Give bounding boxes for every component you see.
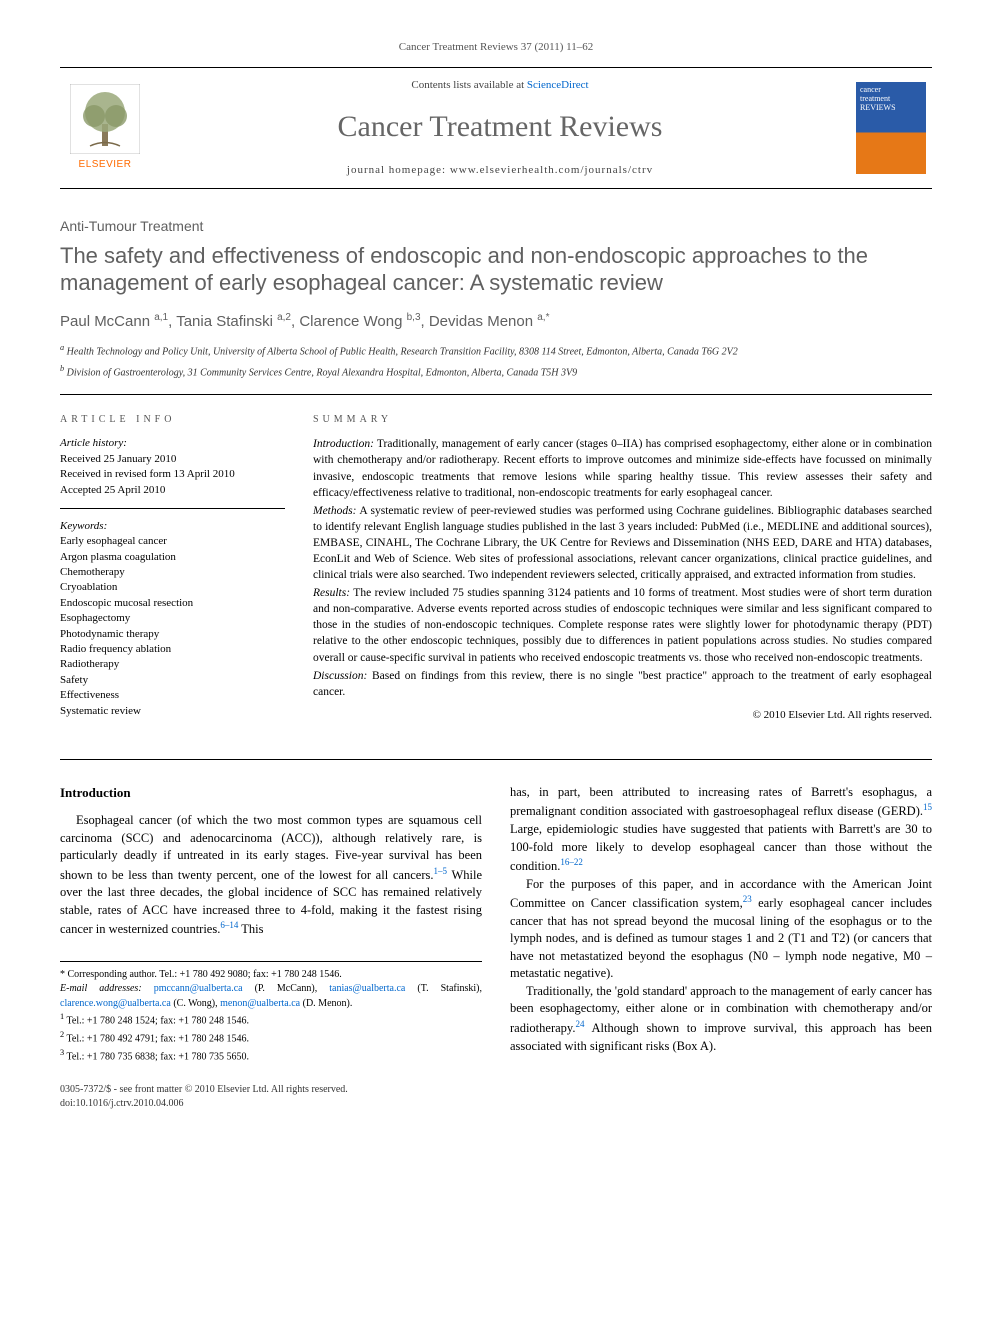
article-history-block: Article history: Received 25 January 201… [60,436,285,509]
homepage-url[interactable]: www.elsevierhealth.com/journals/ctrv [450,164,653,176]
homepage-prefix: journal homepage: [347,164,450,176]
contents-available-line: Contents lists available at ScienceDirec… [158,78,842,93]
article-info-heading: ARTICLE INFO [60,413,285,427]
summary-paragraph: Methods: A systematic review of peer-rev… [313,503,932,583]
journal-cover-thumbnail: cancer treatment REVIEWS [850,68,932,188]
keywords-label: Keywords: [60,519,285,534]
sciencedirect-link[interactable]: ScienceDirect [527,79,589,91]
divider [60,394,932,395]
body-paragraph: Traditionally, the 'gold standard' appro… [510,983,932,1055]
article-type: Anti-Tumour Treatment [60,217,932,236]
summary-paragraph: Introduction: Traditionally, management … [313,436,932,500]
publisher-name: ELSEVIER [79,158,132,172]
corresponding-author-note: * Corresponding author. Tel.: +1 780 492… [60,968,482,983]
affiliation-a: a Health Technology and Policy Unit, Uni… [60,342,932,359]
keyword: Safety [60,673,285,688]
journal-title: Cancer Treatment Reviews [158,107,842,148]
tel-line: 1 Tel.: +1 780 248 1524; fax: +1 780 248… [60,1011,482,1029]
email-addresses-line: E-mail addresses: pmccann@ualberta.ca (P… [60,982,482,1011]
divider [60,759,932,760]
author-list: Paul McCann a,1, Tania Stafinski a,2, Cl… [60,311,932,332]
footer-line-2: doi:10.1016/j.ctrv.2010.04.006 [60,1097,932,1111]
article-title: The safety and effectiveness of endoscop… [60,242,932,297]
introduction-heading: Introduction [60,784,482,802]
affiliation-b: b Division of Gastroenterology, 31 Commu… [60,363,932,380]
email-label: E-mail addresses: [60,983,142,994]
email-link[interactable]: tanias@ualberta.ca [329,983,405,994]
right-column: has, in part, been attributed to increas… [510,784,932,1065]
page-footer: 0305-7372/$ - see front matter © 2010 El… [60,1083,932,1111]
keyword: Radiotherapy [60,657,285,672]
elsevier-tree-icon [70,84,140,154]
keyword: Early esophageal cancer [60,534,285,549]
footnotes-block: * Corresponding author. Tel.: +1 780 492… [60,961,482,1065]
copyright-line: © 2010 Elsevier Ltd. All rights reserved… [313,708,932,723]
running-header: Cancer Treatment Reviews 37 (2011) 11–62 [60,40,932,55]
left-column: Introduction Esophageal cancer (of which… [60,784,482,1065]
tel-line: 3 Tel.: +1 780 735 6838; fax: +1 780 735… [60,1047,482,1065]
body-paragraph: Esophageal cancer (of which the two most… [60,812,482,939]
masthead-center: Contents lists available at ScienceDirec… [150,68,850,188]
publisher-logo: ELSEVIER [60,68,150,188]
history-line: Received 25 January 2010 [60,452,285,467]
summary-column: SUMMARY Introduction: Traditionally, man… [313,413,932,739]
body-paragraph: has, in part, been attributed to increas… [510,784,932,876]
keywords-block: Keywords: Early esophageal cancerArgon p… [60,519,285,729]
summary-paragraph: Discussion: Based on findings from this … [313,668,932,700]
keyword: Cryoablation [60,580,285,595]
keyword: Esophagectomy [60,611,285,626]
cover-text-bot: REVIEWS [860,104,922,113]
email-link[interactable]: pmccann@ualberta.ca [154,983,243,994]
summary-paragraph: Results: The review included 75 studies … [313,585,932,665]
body-columns: Introduction Esophageal cancer (of which… [60,784,932,1065]
contents-prefix: Contents lists available at [411,79,526,91]
summary-heading: SUMMARY [313,413,932,427]
keyword: Argon plasma coagulation [60,550,285,565]
info-summary-row: ARTICLE INFO Article history: Received 2… [60,413,932,739]
keyword: Endoscopic mucosal resection [60,596,285,611]
tel-line: 2 Tel.: +1 780 492 4791; fax: +1 780 248… [60,1029,482,1047]
history-label: Article history: [60,436,285,451]
body-paragraph: For the purposes of this paper, and in a… [510,876,932,983]
keyword: Chemotherapy [60,565,285,580]
article-info-column: ARTICLE INFO Article history: Received 2… [60,413,285,739]
email-link[interactable]: clarence.wong@ualberta.ca [60,998,171,1009]
history-line: Accepted 25 April 2010 [60,483,285,498]
keyword: Photodynamic therapy [60,627,285,642]
email-link[interactable]: menon@ualberta.ca [220,998,300,1009]
history-line: Received in revised form 13 April 2010 [60,467,285,482]
journal-masthead: ELSEVIER Contents lists available at Sci… [60,67,932,189]
footer-line-1: 0305-7372/$ - see front matter © 2010 El… [60,1083,932,1097]
journal-homepage-line: journal homepage: www.elsevierhealth.com… [158,163,842,178]
keyword: Effectiveness [60,688,285,703]
keyword: Radio frequency ablation [60,642,285,657]
keyword: Systematic review [60,704,285,719]
